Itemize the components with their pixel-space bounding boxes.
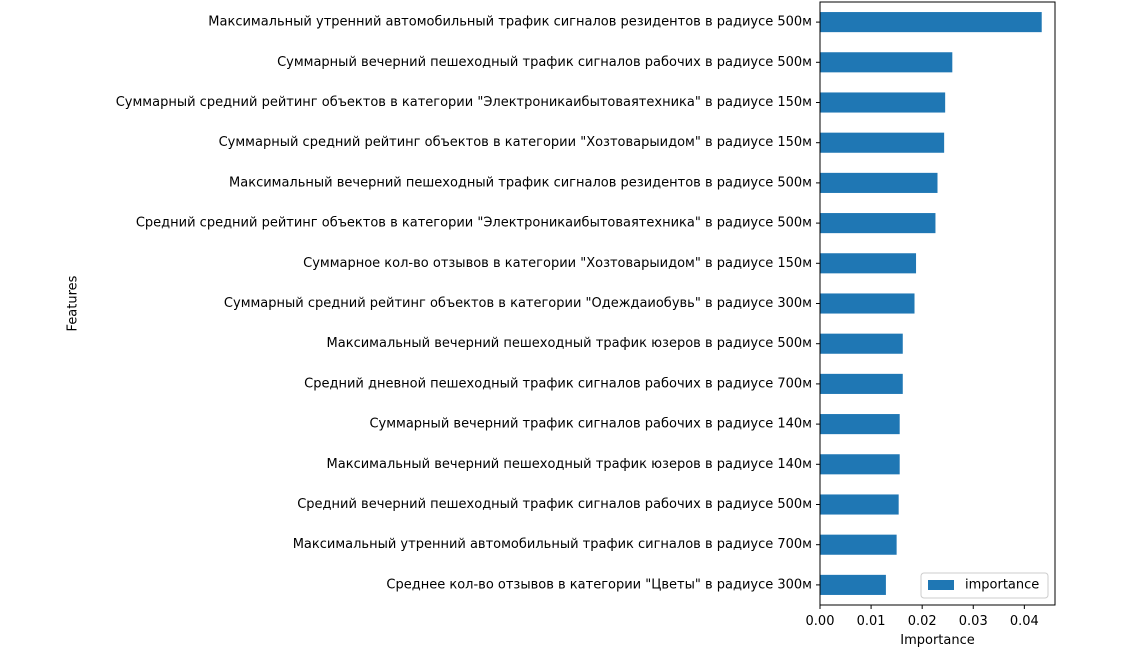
legend: importance (920, 572, 1049, 599)
bar (820, 92, 946, 113)
category-labels: Максимальный утренний автомобильный траф… (116, 15, 820, 592)
bar (820, 213, 936, 234)
category-label: Максимальный вечерний пешеходный трафик … (327, 457, 812, 472)
bar (820, 494, 899, 515)
category-label: Максимальный утренний автомобильный траф… (293, 537, 812, 552)
bar (820, 293, 915, 314)
category-label: Максимальный вечерний пешеходный трафик … (327, 336, 812, 351)
bar (820, 253, 917, 274)
legend-swatch (928, 580, 954, 590)
x-tick-label: 0.00 (806, 614, 835, 629)
bar (820, 172, 938, 193)
legend-box (920, 572, 1049, 599)
bar (820, 414, 900, 435)
category-label: Максимальный утренний автомобильный траф… (208, 15, 812, 30)
y-axis-title: Features (66, 275, 81, 331)
category-label: Средний вечерний пешеходный трафик сигна… (297, 497, 812, 512)
x-tick-label: 0.04 (1010, 614, 1039, 629)
legend-label: importance (965, 578, 1039, 593)
x-axis-title: Importance (900, 633, 975, 648)
category-label: Суммарный вечерний трафик сигналов рабоч… (369, 417, 812, 432)
category-label: Средний дневной пешеходный трафик сигнал… (304, 376, 812, 391)
category-label: Средний средний рейтинг объектов в катег… (136, 216, 812, 231)
bar (820, 333, 903, 354)
x-tick-label: 0.01 (857, 614, 886, 629)
x-axis-ticks: 0.00 0.01 0.02 0.03 0.04 (806, 605, 1039, 629)
x-tick-label: 0.03 (959, 614, 988, 629)
category-label: Максимальный вечерний пешеходный трафик … (229, 175, 812, 190)
category-label: Суммарный средний рейтинг объектов в кат… (116, 95, 812, 110)
x-tick-label: 0.02 (908, 614, 937, 629)
bar (820, 12, 1042, 33)
bar (820, 534, 897, 555)
axes-frame (819, 1, 1056, 606)
category-label: Среднее кол-во отзывов в категории "Цвет… (386, 577, 812, 592)
bar (820, 132, 945, 153)
category-label: Суммарное кол-во отзывов в категории "Хо… (303, 256, 812, 271)
bar (820, 52, 953, 73)
bar (820, 574, 886, 595)
bars-layer (820, 12, 1042, 595)
category-label: Суммарный средний рейтинг объектов в кат… (219, 135, 812, 150)
category-label: Суммарный вечерний пешеходный трафик сиг… (277, 55, 812, 70)
category-label: Суммарный средний рейтинг объектов в кат… (224, 296, 812, 311)
bar (820, 454, 900, 475)
bar (820, 373, 903, 394)
